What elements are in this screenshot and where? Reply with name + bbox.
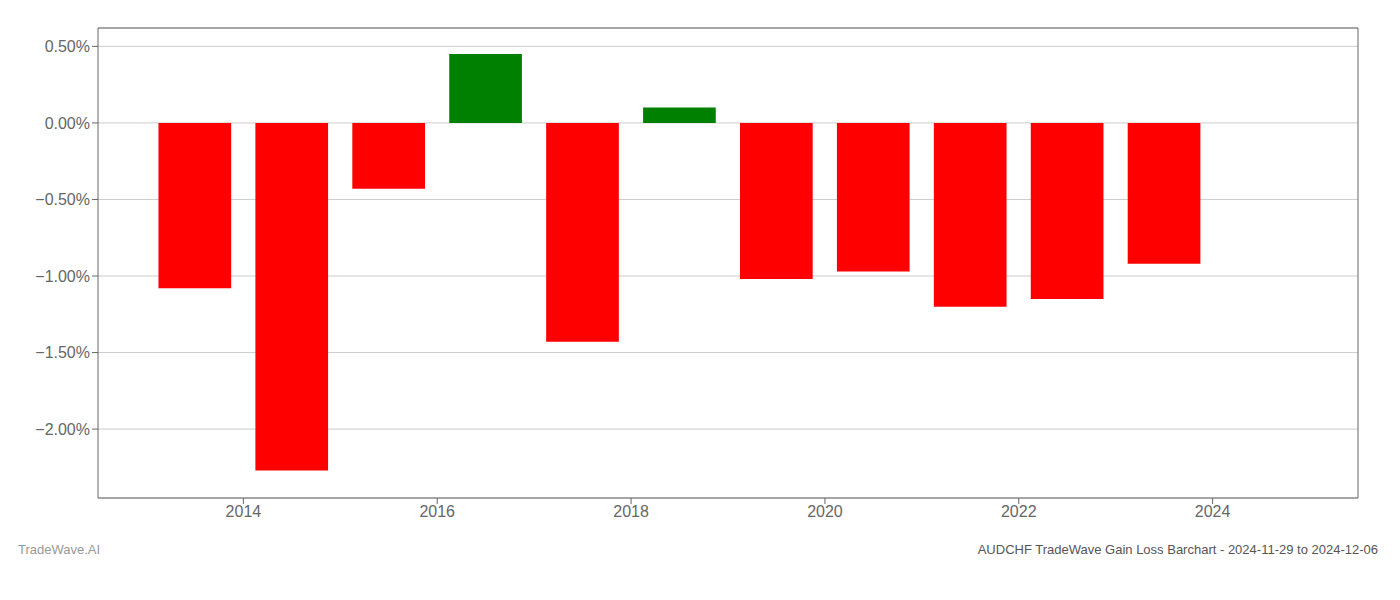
svg-text:2016: 2016 — [419, 503, 455, 520]
svg-text:2022: 2022 — [1001, 503, 1037, 520]
svg-text:−0.50%: −0.50% — [35, 191, 90, 208]
svg-text:0.00%: 0.00% — [45, 115, 90, 132]
svg-text:2018: 2018 — [613, 503, 649, 520]
svg-text:−1.50%: −1.50% — [35, 344, 90, 361]
svg-text:2014: 2014 — [226, 503, 262, 520]
html-text:AUDCHF TradeWave Gain Loss Bar: AUDCHF TradeWave Gain Loss Barchart - 20… — [977, 542, 1378, 557]
svg-text:2020: 2020 — [807, 503, 843, 520]
svg-text:0.50%: 0.50% — [45, 38, 90, 55]
svg-text:2024: 2024 — [1195, 503, 1231, 520]
svg-text:−2.00%: −2.00% — [35, 421, 90, 438]
html-text:TradeWave.AI: TradeWave.AI — [18, 542, 101, 557]
svg-text:−1.00%: −1.00% — [35, 268, 90, 285]
